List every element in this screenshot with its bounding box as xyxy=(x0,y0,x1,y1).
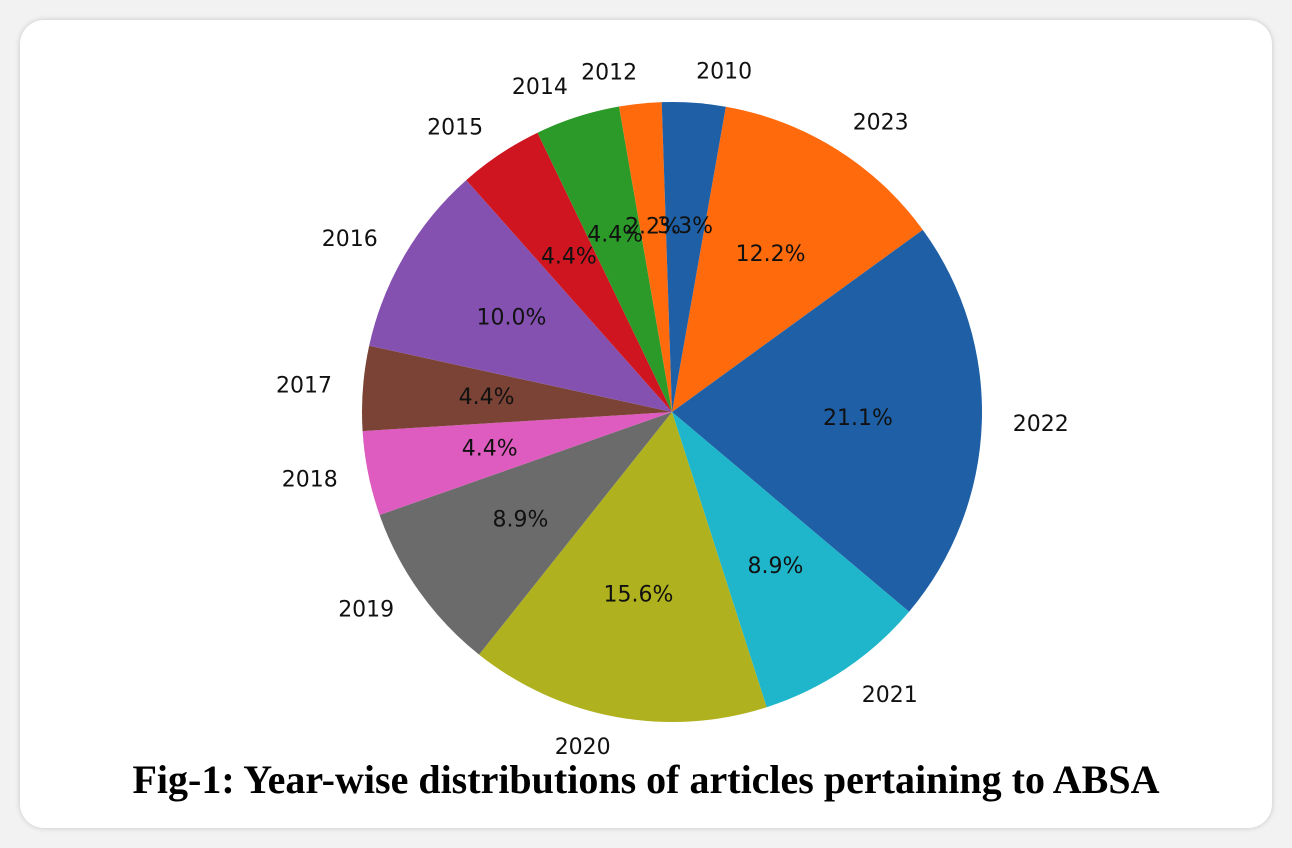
pie-slice-2016 xyxy=(369,180,672,412)
pie-slice-2012 xyxy=(619,102,672,413)
pie-slice-2019 xyxy=(379,412,672,655)
percent-label-2019: 8.9% xyxy=(493,507,549,532)
percent-label-2022: 21.1% xyxy=(823,406,893,431)
year-label-2021: 2021 xyxy=(862,683,918,708)
percent-label-2018: 4.4% xyxy=(462,437,518,462)
year-label-2017: 2017 xyxy=(276,373,332,398)
year-labels: 2023 2022 2021 2020 2019 2018 2017 2016 2015 2014… xyxy=(276,59,1069,760)
pie-slice-2010 xyxy=(661,101,726,412)
year-label-2018: 2018 xyxy=(282,467,338,492)
year-label-2014: 2014 xyxy=(512,75,568,100)
pie-chart: 12.2%21.1%8.9%15.6%8.9%4.4%4.4%10.0%4.4%… xyxy=(276,59,1069,760)
year-label-2023: 2023 xyxy=(853,110,909,135)
figure-caption: Fig-1: Year-wise distributions of articl… xyxy=(132,757,1160,802)
pie-slice-2020 xyxy=(479,412,767,723)
pie-slice-2017 xyxy=(362,345,672,432)
year-label-2019: 2019 xyxy=(338,597,394,622)
percent-label-2016: 10.0% xyxy=(477,305,547,330)
percent-label-2012: 2.2% xyxy=(625,215,681,240)
year-label-2015: 2015 xyxy=(427,116,483,141)
pie-slices xyxy=(362,101,983,723)
percent-label-2020: 15.6% xyxy=(604,583,674,608)
percent-label-2010: 3.3% xyxy=(657,214,713,239)
year-label-2012: 2012 xyxy=(581,60,637,85)
percent-label-2021: 8.9% xyxy=(748,554,804,579)
pie-slice-2022 xyxy=(672,229,983,612)
year-label-2016: 2016 xyxy=(322,227,378,252)
year-label-2022: 2022 xyxy=(1013,412,1069,437)
pie-slice-2021 xyxy=(672,412,910,708)
pie-slice-2018 xyxy=(362,412,672,515)
percent-labels: 12.2%21.1%8.9%15.6%8.9%4.4%4.4%10.0%4.4%… xyxy=(459,214,893,608)
percent-label-2017: 4.4% xyxy=(459,385,515,410)
year-label-2010: 2010 xyxy=(696,59,752,84)
pie-slice-2023 xyxy=(672,106,923,413)
pie-slice-2014 xyxy=(537,106,672,412)
percent-label-2023: 12.2% xyxy=(736,242,806,267)
pie-slice-2015 xyxy=(466,132,672,412)
year-label-2020: 2020 xyxy=(555,735,611,760)
percent-label-2015: 4.4% xyxy=(541,245,597,270)
percent-label-2014: 4.4% xyxy=(587,222,643,247)
